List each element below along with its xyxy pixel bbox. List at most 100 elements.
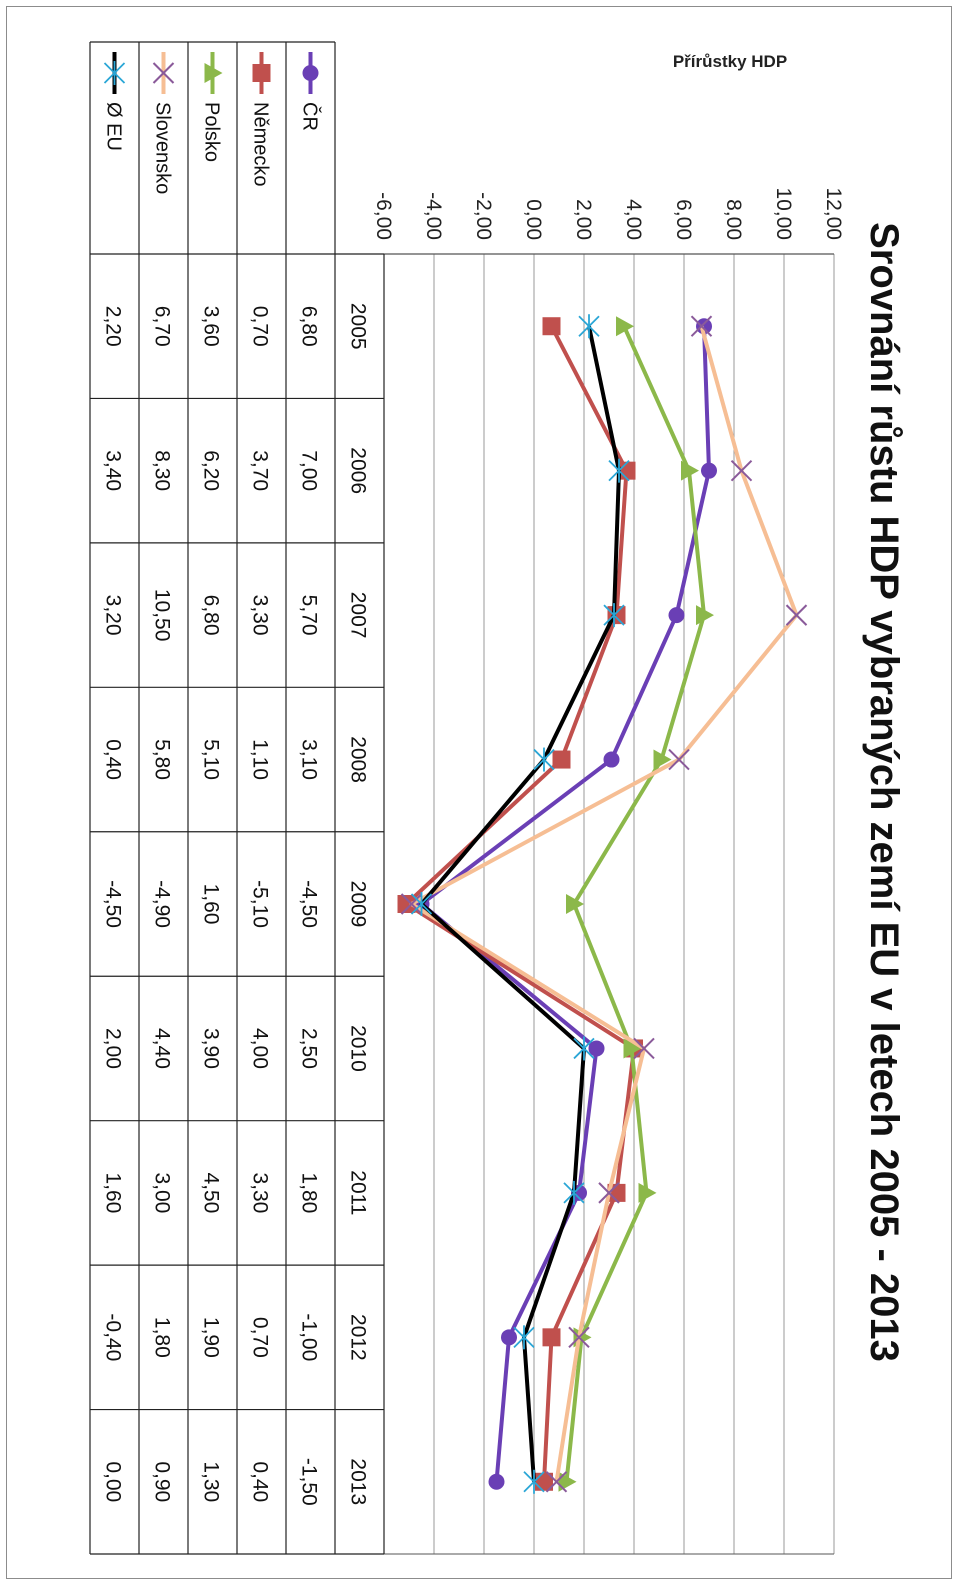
data-label: -0,40 [102,1313,125,1361]
data-point-ČR [668,607,685,624]
data-label: 7,00 [298,450,321,491]
data-point-Slovensko [730,459,753,482]
data-point-Ø EU [608,458,630,483]
data-point-Slovensko [785,604,808,626]
data-label: 5,10 [200,739,223,780]
line-chart: Srovnání růstu HDP vybraných zemí EU v l… [89,41,906,1555]
data-label: -1,50 [298,1458,321,1506]
data-point-ČR [696,318,712,335]
series-Ø EU [410,314,630,1494]
data-label: 0,90 [151,1461,174,1502]
data-point-Slovensko [668,748,690,771]
data-point-Slovensko [690,315,713,337]
data-label: 2,20 [102,306,125,347]
data-table: 2005 2006 2007 2008 2009 2010 2011 2012 2013 ČR 6,… [89,41,385,1555]
data-label: 0,40 [249,1461,272,1502]
data-label: 4,00 [249,1028,272,1069]
legend-label: Slovensko [152,102,174,194]
data-point-ČR [501,1329,517,1346]
legend-label: Ø EU [103,102,125,151]
legend-label: ČR [299,102,322,131]
data-point-Slovensko [400,893,423,915]
data-label: -1,00 [298,1313,321,1361]
data-label: -5,10 [249,880,272,928]
data-label: 0,40 [102,739,125,780]
y-tick-label: 2,00 [572,199,595,240]
data-label: 4,50 [200,1172,223,1213]
y-tick-label: 10,00 [772,187,795,240]
x-category-label: 2009 [347,881,370,928]
series-lines [397,314,808,1494]
data-point-Ø EU [533,747,555,772]
data-label: -4,50 [298,880,321,928]
data-label: 1,60 [200,884,223,925]
data-point-Německo [542,1328,561,1347]
data-point-Ø EU [103,61,126,85]
data-point-Německo [542,317,561,336]
data-label: 4,40 [151,1028,174,1069]
data-point-Polsko [566,894,584,914]
data-label: 3,30 [249,595,272,636]
data-label: 3,00 [151,1172,174,1213]
data-label: 3,30 [249,1172,272,1213]
data-point-Ø EU [513,1325,535,1350]
x-category-label: 2005 [347,303,370,350]
data-point-Polsko [638,1182,657,1203]
y-tick-label: -4,00 [422,192,445,240]
data-point-Slovensko [598,1182,620,1204]
legend-entry-Ø EU: Ø EU [103,52,126,151]
y-tick-label: 4,00 [622,199,645,240]
data-label: 5,80 [151,739,174,780]
data-point-Polsko [653,749,672,770]
y-tick-labels: -6,00 -4,00 -2,00 0,00 2,00 4,00 6,00 8,00 10,00… [372,187,845,240]
data-point-Polsko [204,63,223,83]
x-category-label: 2006 [347,447,370,494]
data-label: 5,70 [298,595,321,636]
series-line-Slovensko [409,325,799,1483]
data-point-Ø EU [603,603,625,628]
series-line-Německo [404,325,636,1482]
data-label: 1,80 [298,1172,321,1213]
data-point-Polsko [623,1038,642,1059]
gridlines [383,253,835,1555]
legend-label: Polsko [201,102,223,162]
x-category-label: 2008 [347,736,370,783]
data-point-Německo [252,64,271,82]
legend-label: Německo [250,102,272,186]
y-tick-label: -6,00 [372,192,395,240]
data-label: 3,90 [200,1028,223,1069]
x-category-label: 2012 [347,1314,370,1361]
data-label: 3,20 [102,595,125,636]
data-point-Ø EU [578,314,600,339]
data-point-Německo [552,750,571,769]
data-point-Ø EU [573,1036,595,1061]
x-category-label: 2011 [347,1170,370,1215]
data-label: 3,10 [298,739,321,780]
series-ČR [413,318,717,1490]
data-label: 1,80 [151,1317,174,1358]
y-tick-label: 0,00 [522,199,545,240]
data-label: 6,70 [151,306,174,347]
data-point-Polsko [696,605,714,626]
data-label: 10,50 [151,589,174,642]
series-line-Ø EU [419,325,621,1482]
data-label: 1,60 [102,1172,125,1213]
y-tick-label: 6,00 [672,199,695,240]
data-point-ČR [302,65,319,81]
chart-canvas: Srovnání růstu HDP vybraných zemí EU v l… [15,22,945,1562]
data-label: 1,90 [200,1317,223,1358]
data-label: 3,60 [200,306,223,347]
data-point-Slovensko [633,1037,655,1060]
data-point-Polsko [681,460,699,481]
data-label: 3,40 [102,450,125,491]
page-frame [6,6,952,1579]
y-tick-label: -2,00 [472,192,495,240]
data-point-Ø EU [563,1180,585,1205]
x-category-label: 2010 [347,1025,370,1072]
x-category-label: 2007 [347,592,370,639]
data-point-Německo [617,461,636,480]
data-label: 2,50 [298,1028,321,1069]
data-point-ČR [588,1040,605,1057]
legend-entry-Polsko: Polsko [201,52,223,162]
data-point-Polsko [616,316,634,337]
